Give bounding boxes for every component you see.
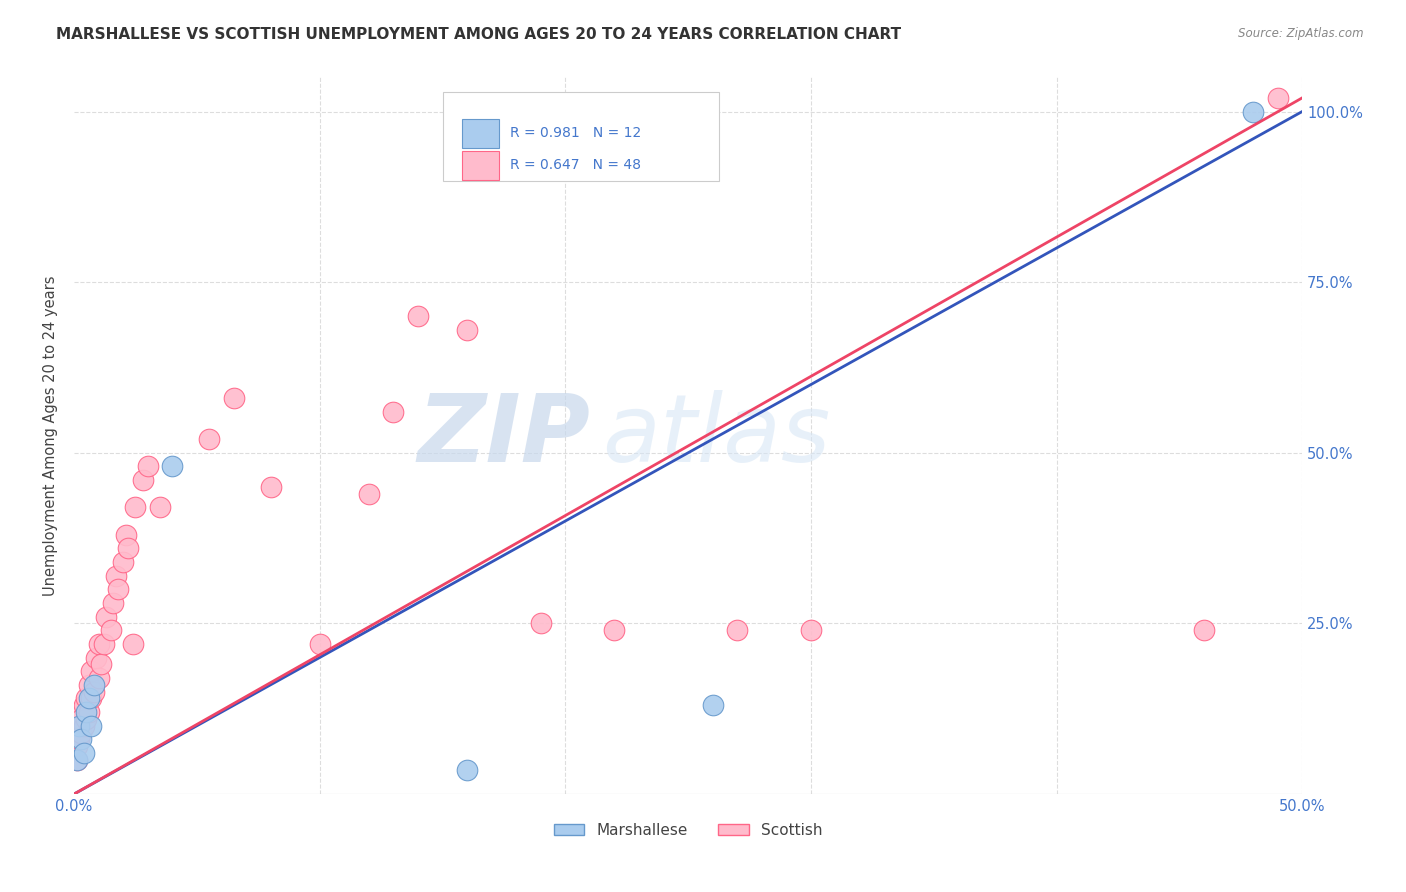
Point <box>73 746 96 760</box>
Point <box>94 609 117 624</box>
Point <box>382 405 405 419</box>
Point <box>80 691 103 706</box>
Text: R = 0.981   N = 12: R = 0.981 N = 12 <box>510 127 641 140</box>
Text: atlas: atlas <box>602 390 831 481</box>
Point <box>75 712 97 726</box>
Point <box>1241 104 1264 119</box>
Point <box>67 732 90 747</box>
Point <box>65 739 87 754</box>
Point <box>77 691 100 706</box>
Legend: Marshallese, Scottish: Marshallese, Scottish <box>547 816 828 844</box>
Point <box>122 637 145 651</box>
Point <box>93 637 115 651</box>
Point <box>83 684 105 698</box>
Point <box>65 753 87 767</box>
Text: R = 0.647   N = 48: R = 0.647 N = 48 <box>510 159 641 172</box>
Point <box>456 323 478 337</box>
Point <box>77 705 100 719</box>
Point <box>800 624 823 638</box>
Point <box>70 712 93 726</box>
Point <box>1192 624 1215 638</box>
Point <box>65 753 87 767</box>
Point <box>162 459 184 474</box>
Point <box>100 624 122 638</box>
Point <box>73 698 96 713</box>
Point <box>530 616 553 631</box>
Point <box>702 698 724 713</box>
Point <box>83 678 105 692</box>
Point <box>67 719 90 733</box>
Point <box>107 582 129 597</box>
Point <box>136 459 159 474</box>
Point <box>114 527 136 541</box>
Point <box>75 705 97 719</box>
FancyBboxPatch shape <box>443 92 718 181</box>
Point <box>198 432 221 446</box>
Text: MARSHALLESE VS SCOTTISH UNEMPLOYMENT AMONG AGES 20 TO 24 YEARS CORRELATION CHART: MARSHALLESE VS SCOTTISH UNEMPLOYMENT AMO… <box>56 27 901 42</box>
Point <box>77 678 100 692</box>
Point <box>104 568 127 582</box>
Point <box>222 391 245 405</box>
Point <box>124 500 146 515</box>
Point <box>308 637 330 651</box>
Y-axis label: Unemployment Among Ages 20 to 24 years: Unemployment Among Ages 20 to 24 years <box>44 276 58 596</box>
FancyBboxPatch shape <box>463 151 499 179</box>
Point <box>80 719 103 733</box>
Point <box>357 487 380 501</box>
Point <box>725 624 748 638</box>
Point <box>80 664 103 678</box>
Point <box>406 310 429 324</box>
Text: ZIP: ZIP <box>418 390 591 482</box>
Point <box>70 725 93 739</box>
Point <box>87 637 110 651</box>
Point <box>112 555 135 569</box>
Point <box>75 691 97 706</box>
Point <box>67 705 90 719</box>
Point <box>65 719 87 733</box>
Point <box>132 473 155 487</box>
Text: Source: ZipAtlas.com: Source: ZipAtlas.com <box>1239 27 1364 40</box>
Point <box>259 480 281 494</box>
Point <box>456 763 478 777</box>
Point <box>84 650 107 665</box>
Point <box>73 719 96 733</box>
Point <box>149 500 172 515</box>
Point <box>1267 91 1289 105</box>
Point <box>603 624 626 638</box>
Point <box>117 541 139 556</box>
Point <box>103 596 125 610</box>
Point <box>87 671 110 685</box>
Point <box>90 657 112 672</box>
FancyBboxPatch shape <box>463 119 499 147</box>
Point <box>70 732 93 747</box>
